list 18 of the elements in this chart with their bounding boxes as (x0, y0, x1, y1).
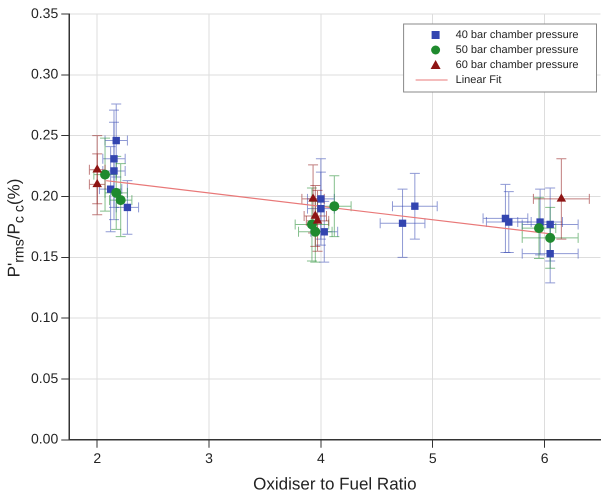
legend-label: 60 bar chamber pressure (456, 59, 579, 72)
x-tick-label: 3 (205, 450, 214, 466)
legend-label: 50 bar chamber pressure (456, 44, 579, 56)
y-tick-label: 0.25 (31, 126, 58, 143)
x-tick-label: 4 (316, 450, 325, 466)
y-tick-label: 0.10 (31, 309, 58, 325)
x-tick-label: 2 (93, 450, 102, 466)
y-tick-label: 0.35 (31, 4, 58, 21)
y-tick-label: 0.15 (31, 248, 58, 264)
y-tick-label: 0.00 (31, 430, 58, 447)
x-axis-title: Oxidiser to Fuel Ratio (253, 474, 417, 494)
legend-label: 40 bar chamber pressure (456, 29, 579, 42)
y-tick-label: 0.30 (31, 66, 58, 82)
y-tick-label: 0.20 (31, 187, 58, 204)
legend-label: Linear Fit (456, 74, 502, 86)
x-tick-label: 6 (540, 450, 549, 466)
x-tick-label: 5 (428, 450, 437, 466)
y-tick-label: 0.05 (31, 370, 58, 386)
